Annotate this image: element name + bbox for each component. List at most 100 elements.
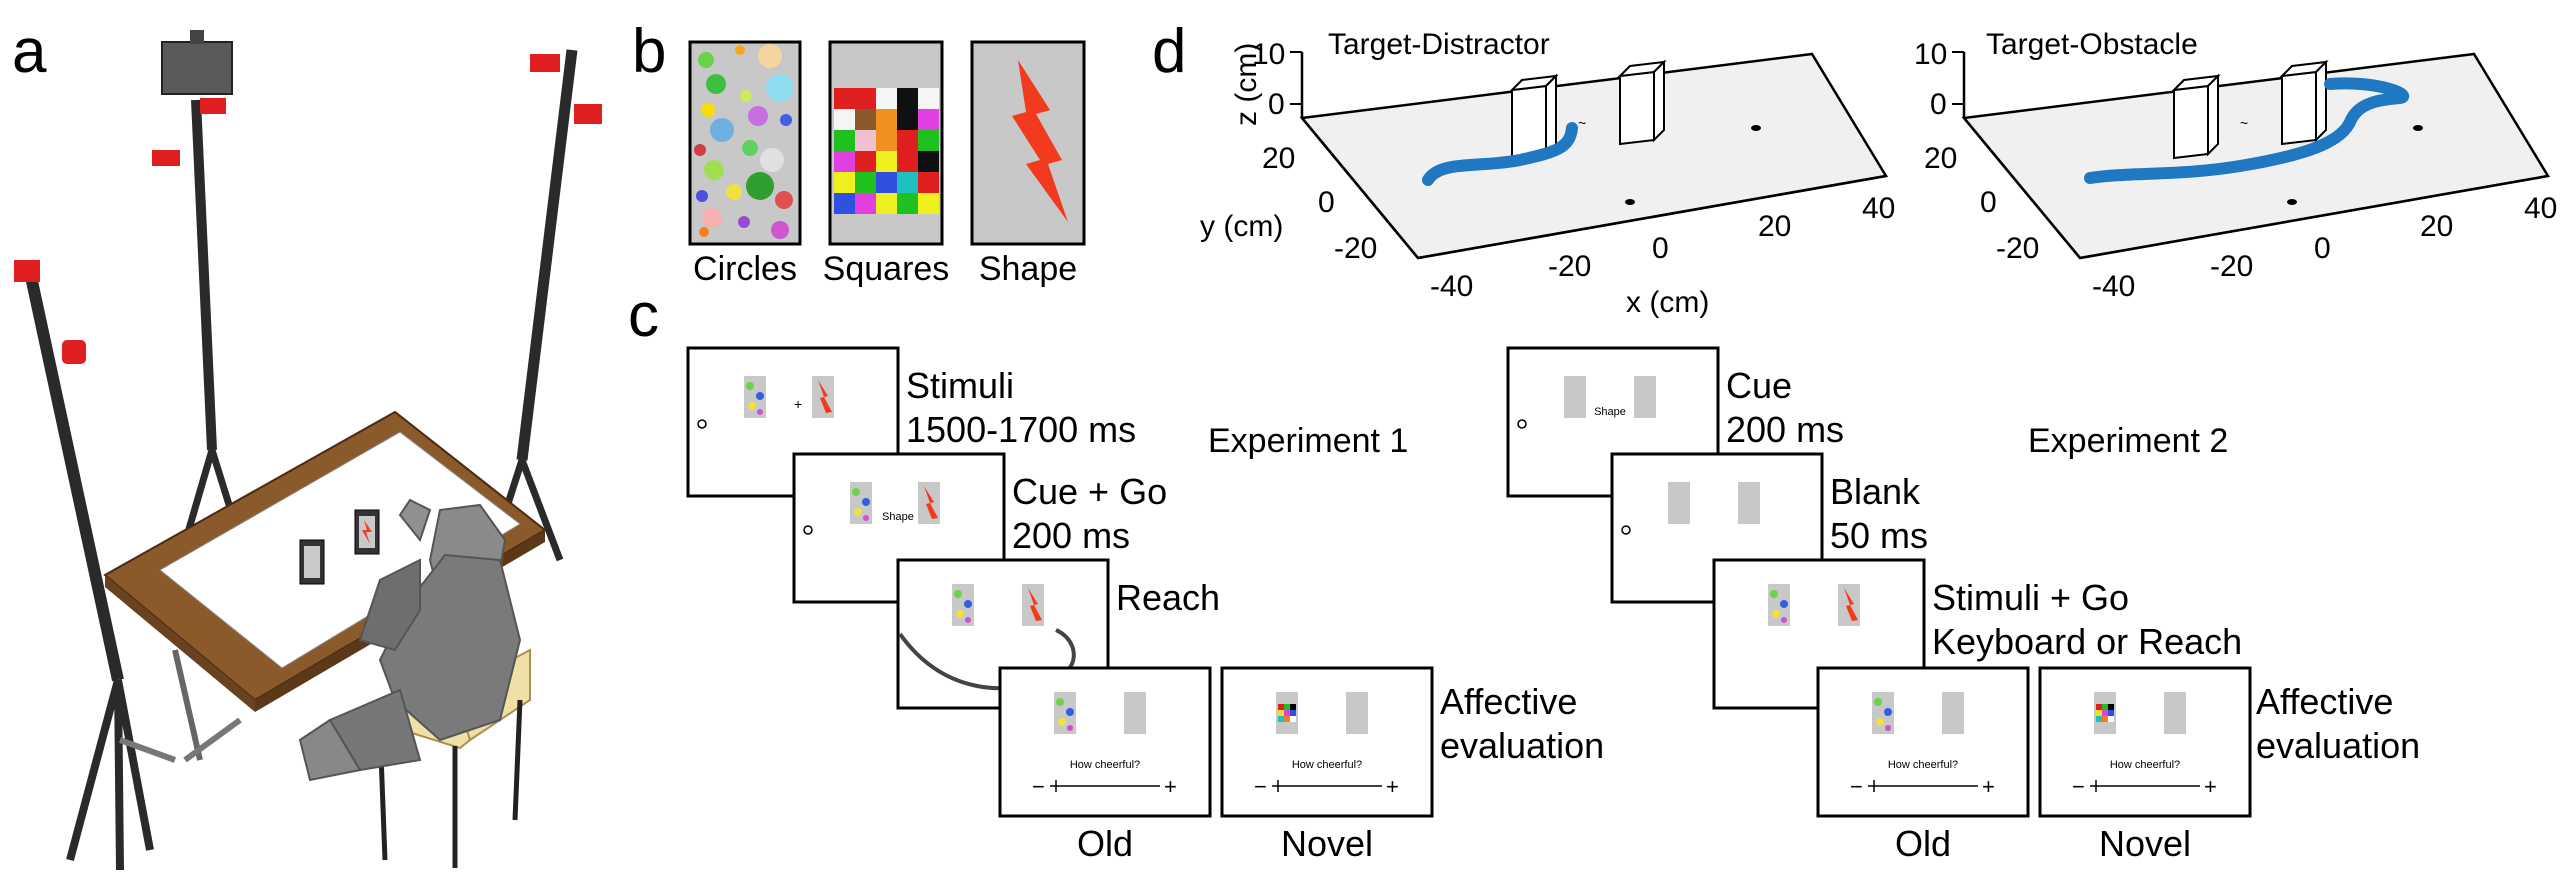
square-tile <box>855 193 876 214</box>
x-tick: 40 <box>2524 192 2557 225</box>
square-tile <box>855 109 876 130</box>
square-tile <box>876 193 897 214</box>
exp2-blank-label: Blank <box>1830 471 1921 512</box>
y-tick: 20 <box>1262 142 1295 175</box>
exp2-stimuli-label: Stimuli + Go <box>1932 577 2129 618</box>
square-tile <box>834 88 855 109</box>
plus-icon: + <box>2204 774 2217 799</box>
plus-icon: + <box>1164 774 1177 799</box>
square-tile <box>876 109 897 130</box>
exp1-cue-duration: 200 ms <box>1012 515 1130 556</box>
square-tile <box>918 88 939 109</box>
trajectory <box>2084 77 2410 184</box>
projector-icon <box>161 41 233 95</box>
exp1-cue-screen-text: Shape <box>882 511 914 523</box>
square-tile <box>876 88 897 109</box>
exp2-novel-label: Novel <box>2099 823 2191 864</box>
z-axis-label: z (cm) <box>1230 43 1263 126</box>
participant-figure <box>298 498 522 782</box>
experiment-2-title: Experiment 2 <box>2028 422 2228 460</box>
exp1-affective-label: Affective <box>1440 681 1577 722</box>
exp1-novel-question: How cheerful? <box>1292 759 1362 771</box>
square-tile <box>855 172 876 193</box>
square-tile <box>876 130 897 151</box>
y-tick: -20 <box>1334 232 1377 265</box>
square-tile <box>855 151 876 172</box>
exp1-evaluation-label: evaluation <box>1440 725 1604 766</box>
exp2-screen-novel: How cheerful? − + Novel Affective evalua… <box>2038 666 2420 864</box>
square-tile <box>834 193 855 214</box>
camera-icon <box>200 98 226 114</box>
svg-text:~: ~ <box>2240 115 2248 131</box>
svg-text:+: + <box>794 396 802 412</box>
x-tick: 0 <box>1652 232 1669 265</box>
shape-label: Shape <box>979 250 1077 288</box>
minus-icon: − <box>2072 774 2085 799</box>
z-tick: 10 <box>1914 38 1947 71</box>
panel-label-c: c <box>628 281 659 350</box>
y-tick: 0 <box>1318 186 1335 219</box>
plot-title: Target-Distractor <box>1328 28 1550 61</box>
x-tick: -40 <box>1430 270 1473 303</box>
exp2-old-question: How cheerful? <box>1888 759 1958 771</box>
exp2-cue-screen-text: Shape <box>1594 406 1626 418</box>
plot-title: Target-Obstacle <box>1986 28 2198 61</box>
svg-text:~: ~ <box>1578 115 1586 131</box>
y-axis-label: y (cm) <box>1200 210 1283 243</box>
x-axis-label: x (cm) <box>1626 286 1709 319</box>
x-tick: 20 <box>2420 210 2453 243</box>
camera-icon <box>574 104 602 124</box>
plot-target-distractor: Target-Distractor 10 0 z (cm) 20 0 -20 y… <box>1200 28 1895 319</box>
exp1-stimuli-duration: 1500-1700 ms <box>906 409 1136 450</box>
plus-icon: + <box>1982 774 1995 799</box>
exp2-affective-label: Affective <box>2256 681 2393 722</box>
x-tick: 0 <box>2314 232 2331 265</box>
trajectory <box>1422 122 1578 186</box>
stimulus-shape: Shape <box>970 40 1086 288</box>
panel-b: b Circles <box>632 17 1086 288</box>
stimulus-squares: Squares <box>823 40 949 288</box>
x-tick: 40 <box>1862 192 1895 225</box>
panel-label-a: a <box>12 17 47 86</box>
plus-icon: + <box>1386 774 1399 799</box>
square-tile <box>918 193 939 214</box>
exp1-reach-label: Reach <box>1116 577 1220 618</box>
exp1-old-question: How cheerful? <box>1070 759 1140 771</box>
z-tick: 0 <box>1930 88 1947 121</box>
exp2-evaluation-label: evaluation <box>2256 725 2420 766</box>
camera-icon <box>14 260 40 282</box>
square-tile <box>876 172 897 193</box>
camera-icon <box>62 340 86 364</box>
panel-c: c Experiment 1 Experiment 2 + Stimuli 15… <box>628 281 2420 864</box>
square-tile <box>834 130 855 151</box>
square-tile <box>876 151 897 172</box>
minus-icon: − <box>1032 774 1045 799</box>
camera-pole-right <box>486 49 602 562</box>
square-tile <box>834 172 855 193</box>
camera-icon <box>530 54 560 72</box>
y-tick: -20 <box>1996 232 2039 265</box>
minus-icon: − <box>1254 774 1267 799</box>
panel-a: a <box>12 17 602 871</box>
square-tile <box>855 88 876 109</box>
camera-icon <box>152 150 180 166</box>
square-tile <box>897 130 918 151</box>
z-tick: 0 <box>1268 88 1285 121</box>
x-tick: 20 <box>1758 210 1791 243</box>
exp1-novel-label: Novel <box>1281 823 1373 864</box>
stimulus-circles: Circles <box>688 40 802 288</box>
exp2-novel-question: How cheerful? <box>2110 759 2180 771</box>
square-tile <box>897 109 918 130</box>
minus-icon: − <box>1850 774 1863 799</box>
exp2-cue-duration: 200 ms <box>1726 409 1844 450</box>
square-tile <box>918 109 939 130</box>
experiment-1-title: Experiment 1 <box>1208 422 1408 460</box>
square-tile <box>918 151 939 172</box>
square-tile <box>897 151 918 172</box>
z-tick: 10 <box>1252 38 1285 71</box>
exp1-old-label: Old <box>1077 823 1133 864</box>
exp2-screen-old: How cheerful? − + Old <box>1816 666 2030 864</box>
x-tick: -20 <box>2210 250 2253 283</box>
exp2-cue-label: Cue <box>1726 365 1792 406</box>
